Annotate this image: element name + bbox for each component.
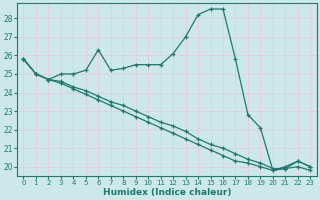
X-axis label: Humidex (Indice chaleur): Humidex (Indice chaleur) [103,188,231,197]
